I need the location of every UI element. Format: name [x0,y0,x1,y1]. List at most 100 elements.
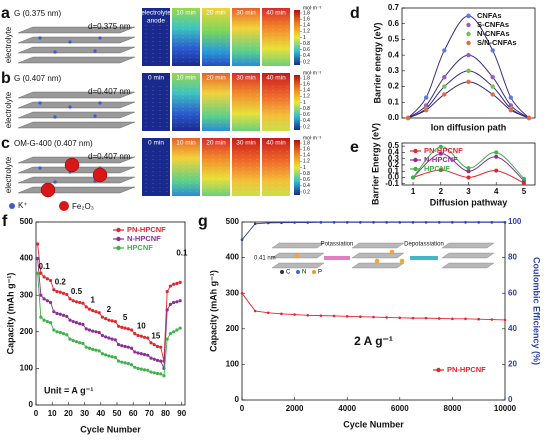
y-axis-label: Barrier Energy (eV) [370,123,380,205]
data-point [152,357,156,361]
data-point [48,300,53,305]
x-tick-label: 2 [439,187,444,196]
x-tick-label: 70 [145,409,154,418]
x-tick-label: 5 [522,187,527,196]
heatmap-tile [262,8,290,66]
rate-label: 0.1 [39,262,51,271]
data-point [91,347,95,351]
data-point [104,317,108,321]
data-point [503,318,507,322]
rate-label: 0.1 [176,249,188,258]
data-point [133,365,137,369]
data-point [437,317,441,320]
x-tick-label: 20 [64,409,73,418]
data-point [74,321,79,325]
x-axis-label: Cycle Number [80,424,141,434]
colorbar-tick-label: 0.8 [303,106,310,112]
y-tick-label: 0.5 [388,141,400,150]
legend-label: PN-HPCNF [127,225,166,234]
data-point [466,175,471,180]
k-ion [68,105,72,109]
y-tick-label: 100 [20,364,34,373]
data-point [78,300,82,305]
data-point [91,329,95,333]
y2-tick-label: 20 [508,360,517,369]
data-point [52,288,56,292]
data-point [165,308,169,312]
data-point [398,221,402,224]
data-point [120,344,124,348]
data-point [81,322,85,327]
data-point [126,362,130,366]
x-tick-label: 40 [96,409,105,418]
graphene-sheet [17,111,136,119]
tile-label: 20 min [206,10,226,17]
y-tick-label: -0.1 [385,179,399,188]
inset-label: Depotassiation [404,242,444,248]
panel-letter: c [1,135,10,152]
data-point [423,107,429,113]
data-point [155,371,160,376]
heatmap-tile [172,8,200,66]
graphene-sheet [17,36,136,44]
data-point [39,271,43,275]
data-point [61,291,66,295]
data-point [165,337,169,341]
data-point [84,327,88,331]
data-point [149,356,153,360]
inset-ion [389,249,395,255]
colorbar-tick-label: 1.8 [303,140,310,146]
data-point [175,281,179,286]
tile-label: 30 min [236,75,256,82]
k-ion [53,50,57,54]
atom-key [280,270,284,274]
data-point [71,319,75,324]
data-point [168,284,173,288]
data-point [113,355,117,360]
colorbar-tick-label: 1 [303,100,306,106]
data-point [438,167,443,172]
data-point [129,346,134,350]
graphene-sheet [17,46,136,54]
data-point [87,307,92,311]
data-point [146,336,150,340]
panel-letter: g [198,213,208,230]
data-point [438,151,443,156]
data-point [240,238,244,242]
colorbar-unit: mol·m⁻³ [303,5,322,11]
data-point [36,242,40,246]
data-point [87,346,92,350]
data-point [55,289,59,294]
data-point [126,345,130,349]
legend-marker [116,245,121,251]
data-point [178,299,182,303]
data-point [68,337,72,341]
side-label: electrolyte [4,26,13,63]
legend-marker [413,148,418,154]
data-point [94,330,98,334]
data-point [81,341,85,346]
x-tick-label: 2000 [286,404,304,413]
series-line [37,243,181,362]
data-point [466,68,471,74]
colorbar [294,75,300,130]
data-point [149,370,153,374]
x-tick-label: 0 [34,409,39,418]
legend-k [9,203,15,209]
heatmap-tile [172,138,200,196]
data-point [100,315,105,319]
legend-marker [466,13,471,19]
data-point [123,326,127,330]
y-tick-label: 0.2 [388,160,400,169]
spacing-label: d=0.407 nm [88,152,131,161]
x-axis-label: Cycle Number [343,419,404,429]
y-tick-label: 0.1 [388,97,400,106]
data-point [345,221,349,224]
colorbar-tick-label: 0.6 [303,112,310,118]
data-point [58,290,62,294]
graphene-sheet [17,186,136,194]
data-point [345,315,349,318]
inset-label: Potassiation [321,242,354,248]
tile-label: electrolyte [141,10,171,17]
y-tick-label: 200 [20,327,34,336]
